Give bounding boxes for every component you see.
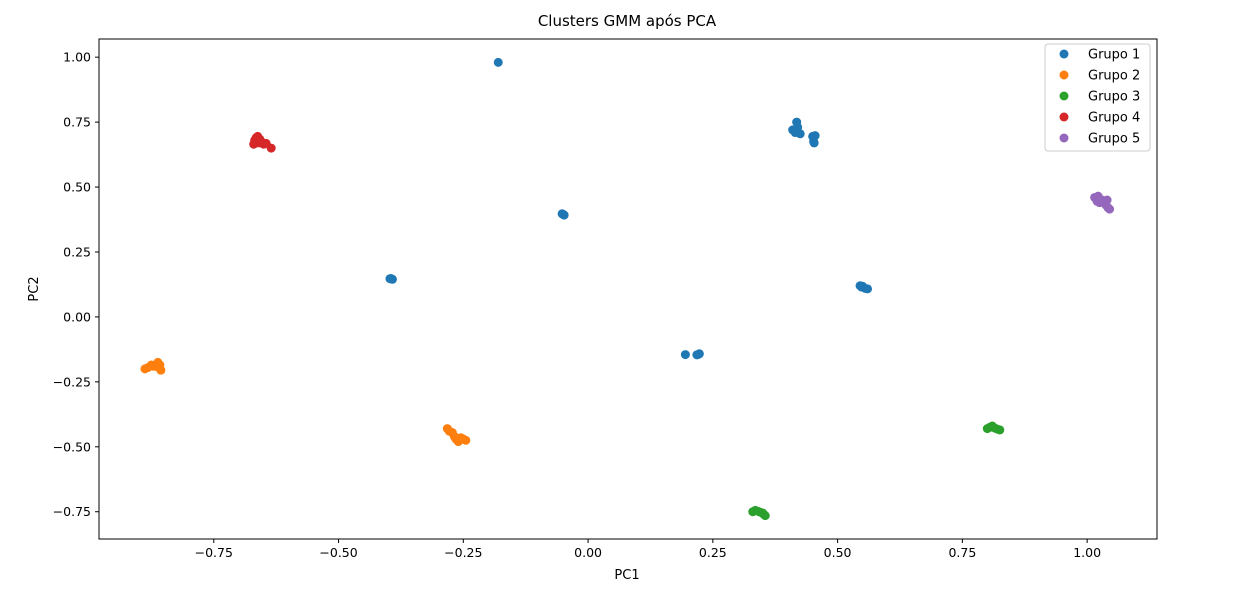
data-point bbox=[266, 143, 276, 153]
data-point bbox=[557, 209, 567, 219]
y-tick-label: 0.00 bbox=[63, 309, 91, 324]
y-tick-label: −0.75 bbox=[53, 504, 91, 519]
data-point bbox=[255, 134, 265, 144]
data-point bbox=[385, 274, 395, 284]
data-point bbox=[692, 350, 702, 360]
legend-label: Grupo 2 bbox=[1088, 69, 1140, 84]
x-tick-label: 0.50 bbox=[824, 545, 852, 560]
data-point bbox=[809, 137, 819, 147]
data-point bbox=[759, 509, 769, 519]
x-tick-label: −0.75 bbox=[195, 545, 233, 560]
y-tick-label: 0.50 bbox=[63, 180, 91, 195]
x-tick-label: 0.25 bbox=[699, 545, 727, 560]
y-tick-label: 1.00 bbox=[63, 50, 91, 65]
chart-title: Clusters GMM após PCA bbox=[538, 12, 717, 30]
x-tick-label: 0.00 bbox=[574, 545, 602, 560]
legend-marker bbox=[1059, 91, 1069, 101]
x-tick-label: −0.25 bbox=[444, 545, 482, 560]
y-tick-label: −0.25 bbox=[53, 374, 91, 389]
legend-marker bbox=[1059, 133, 1069, 143]
data-point bbox=[863, 284, 873, 294]
legend-marker bbox=[1059, 112, 1069, 122]
y-tick-label: −0.50 bbox=[53, 439, 91, 454]
data-point bbox=[1093, 191, 1103, 201]
legend-label: Grupo 3 bbox=[1088, 90, 1140, 105]
data-points bbox=[140, 57, 1115, 521]
legend-box bbox=[1044, 43, 1151, 152]
legend-label: Grupo 5 bbox=[1088, 132, 1140, 147]
legend-label: Grupo 4 bbox=[1088, 111, 1140, 126]
data-point bbox=[680, 350, 690, 360]
y-tick-label: 0.25 bbox=[63, 244, 91, 259]
data-point bbox=[793, 122, 803, 132]
y-tick-label: 0.75 bbox=[63, 115, 91, 130]
x-tick-label: 1.00 bbox=[1073, 545, 1101, 560]
plot-frame bbox=[98, 38, 1158, 540]
x-tick-label: −0.50 bbox=[319, 545, 357, 560]
legend: Grupo 1 Grupo 2 Grupo 3 Grupo 4 Grupo 5 bbox=[1044, 43, 1151, 152]
x-tick-label: 0.75 bbox=[948, 545, 976, 560]
data-point bbox=[155, 360, 165, 370]
x-axis-label: PC1 bbox=[614, 568, 639, 583]
data-point bbox=[995, 425, 1005, 435]
y-axis-ticks: −0.75 −0.50 −0.25 0.00 0.25 0.50 0.75 1.00 bbox=[53, 50, 99, 519]
legend-label: Grupo 1 bbox=[1088, 48, 1140, 63]
data-point bbox=[1101, 200, 1111, 210]
x-axis-ticks: −0.75 −0.50 −0.25 0.00 0.25 0.50 0.75 1.00 bbox=[195, 539, 1101, 560]
data-point bbox=[461, 435, 471, 445]
legend-marker bbox=[1059, 70, 1069, 80]
y-axis-label: PC2 bbox=[27, 276, 42, 301]
legend-marker bbox=[1059, 49, 1069, 59]
data-point bbox=[493, 57, 503, 67]
